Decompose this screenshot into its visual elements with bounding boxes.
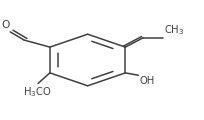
Text: OH: OH: [139, 76, 155, 86]
Text: H$_3$CO: H$_3$CO: [23, 85, 51, 99]
Text: O: O: [2, 20, 10, 30]
Text: CH$_3$: CH$_3$: [164, 23, 185, 37]
